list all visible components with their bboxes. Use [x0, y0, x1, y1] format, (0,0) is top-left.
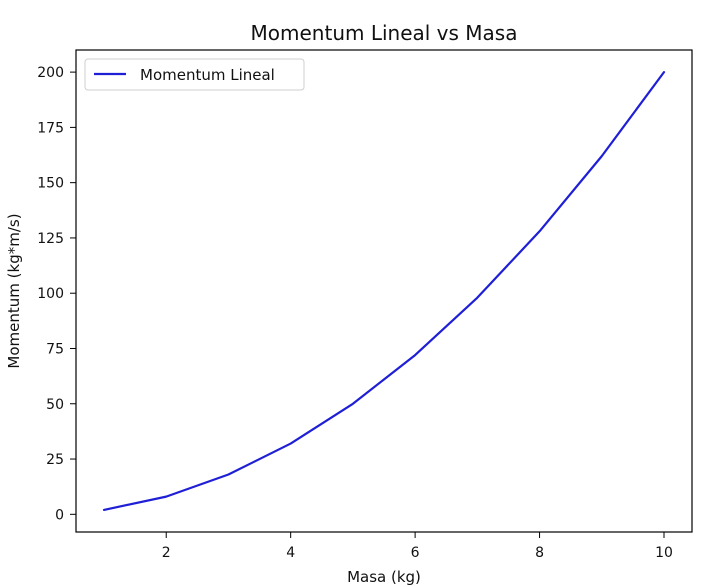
y-axis-ticks: 0 25 50 75 100 125 150 175 200: [37, 65, 76, 523]
x-tick-label: 2: [162, 545, 171, 561]
y-tick-label: 25: [46, 452, 64, 468]
y-tick-label: 100: [37, 286, 64, 302]
y-tick-label: 125: [37, 231, 64, 247]
x-tick-label: 10: [655, 545, 673, 561]
x-axis-label: Masa (kg): [347, 568, 421, 586]
y-axis-label: Momentum (kg*m/s): [5, 213, 23, 368]
series-line-momentum-lineal: [102, 71, 666, 511]
legend-box: [84, 58, 305, 91]
y-tick-label: 175: [37, 120, 64, 136]
x-tick-label: 6: [411, 545, 420, 561]
series-layer: [102, 71, 666, 511]
plot-area: [75, 49, 693, 533]
x-tick-label: 4: [286, 545, 295, 561]
chart-title: Momentum Lineal vs Masa: [251, 21, 518, 45]
legend: Momentum Lineal: [84, 58, 305, 91]
y-tick-label: 200: [37, 65, 64, 81]
legend-label: Momentum Lineal: [140, 66, 275, 84]
y-tick-label: 50: [46, 397, 64, 413]
x-axis-ticks: 2 4 6 8 10: [162, 532, 673, 561]
y-tick-label: 150: [37, 176, 64, 192]
y-tick-label: 75: [46, 341, 64, 357]
x-tick-label: 8: [535, 545, 544, 561]
y-tick-label: 0: [55, 507, 64, 523]
